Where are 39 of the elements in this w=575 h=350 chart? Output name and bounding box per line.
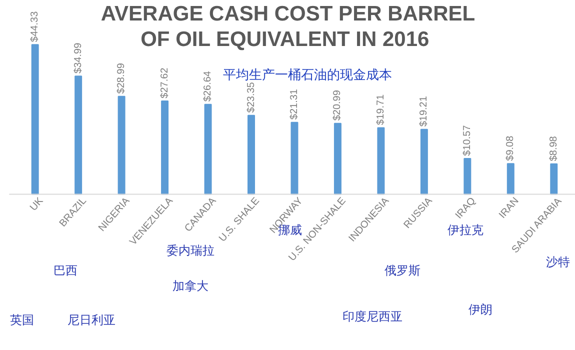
x-tick-label: UK	[28, 195, 46, 214]
data-label: $27.62	[159, 67, 170, 98]
bar	[204, 104, 212, 195]
text: 俄罗斯	[384, 264, 421, 278]
text: 加拿大	[172, 278, 209, 293]
data-label: $44.33	[30, 10, 41, 42]
bar	[118, 96, 126, 195]
data-label: $26.64	[202, 70, 214, 102]
data-label: $19.71	[375, 94, 386, 125]
text: 伊朗	[468, 302, 492, 317]
bar	[550, 163, 558, 195]
bar	[506, 163, 514, 195]
data-label: $8.98	[548, 136, 560, 162]
bar	[248, 114, 255, 195]
bar	[31, 44, 39, 195]
data-label: $19.21	[418, 96, 430, 127]
data-label: $21.31	[288, 88, 300, 120]
bar	[464, 158, 472, 195]
text: 英国	[10, 312, 34, 327]
data-label: $20.99	[332, 90, 344, 121]
bar	[74, 76, 82, 195]
data-label: $34.99	[72, 42, 84, 74]
data-label: $23.35	[246, 82, 257, 113]
bar	[290, 122, 298, 195]
bar	[420, 128, 428, 195]
data-label: $10.57	[462, 124, 473, 156]
bar	[161, 100, 169, 195]
text: 平均生产一桶石油的现金成本	[222, 68, 392, 83]
text: 印度尼西亚	[342, 310, 402, 324]
text: 尼日利亚	[67, 312, 116, 327]
bar	[377, 127, 385, 195]
text: 沙特	[546, 255, 570, 270]
text: 伊拉克	[447, 222, 484, 237]
bar	[334, 122, 342, 195]
data-label: $9.08	[505, 135, 516, 161]
text: 委内瑞拉	[166, 243, 215, 258]
chart-title: AVERAGE CASH COST PER BARREL OF OIL EQUIVALENT IN 2016	[100, 2, 476, 52]
data-label: $28.99	[116, 62, 128, 94]
text: 巴西	[53, 264, 78, 278]
